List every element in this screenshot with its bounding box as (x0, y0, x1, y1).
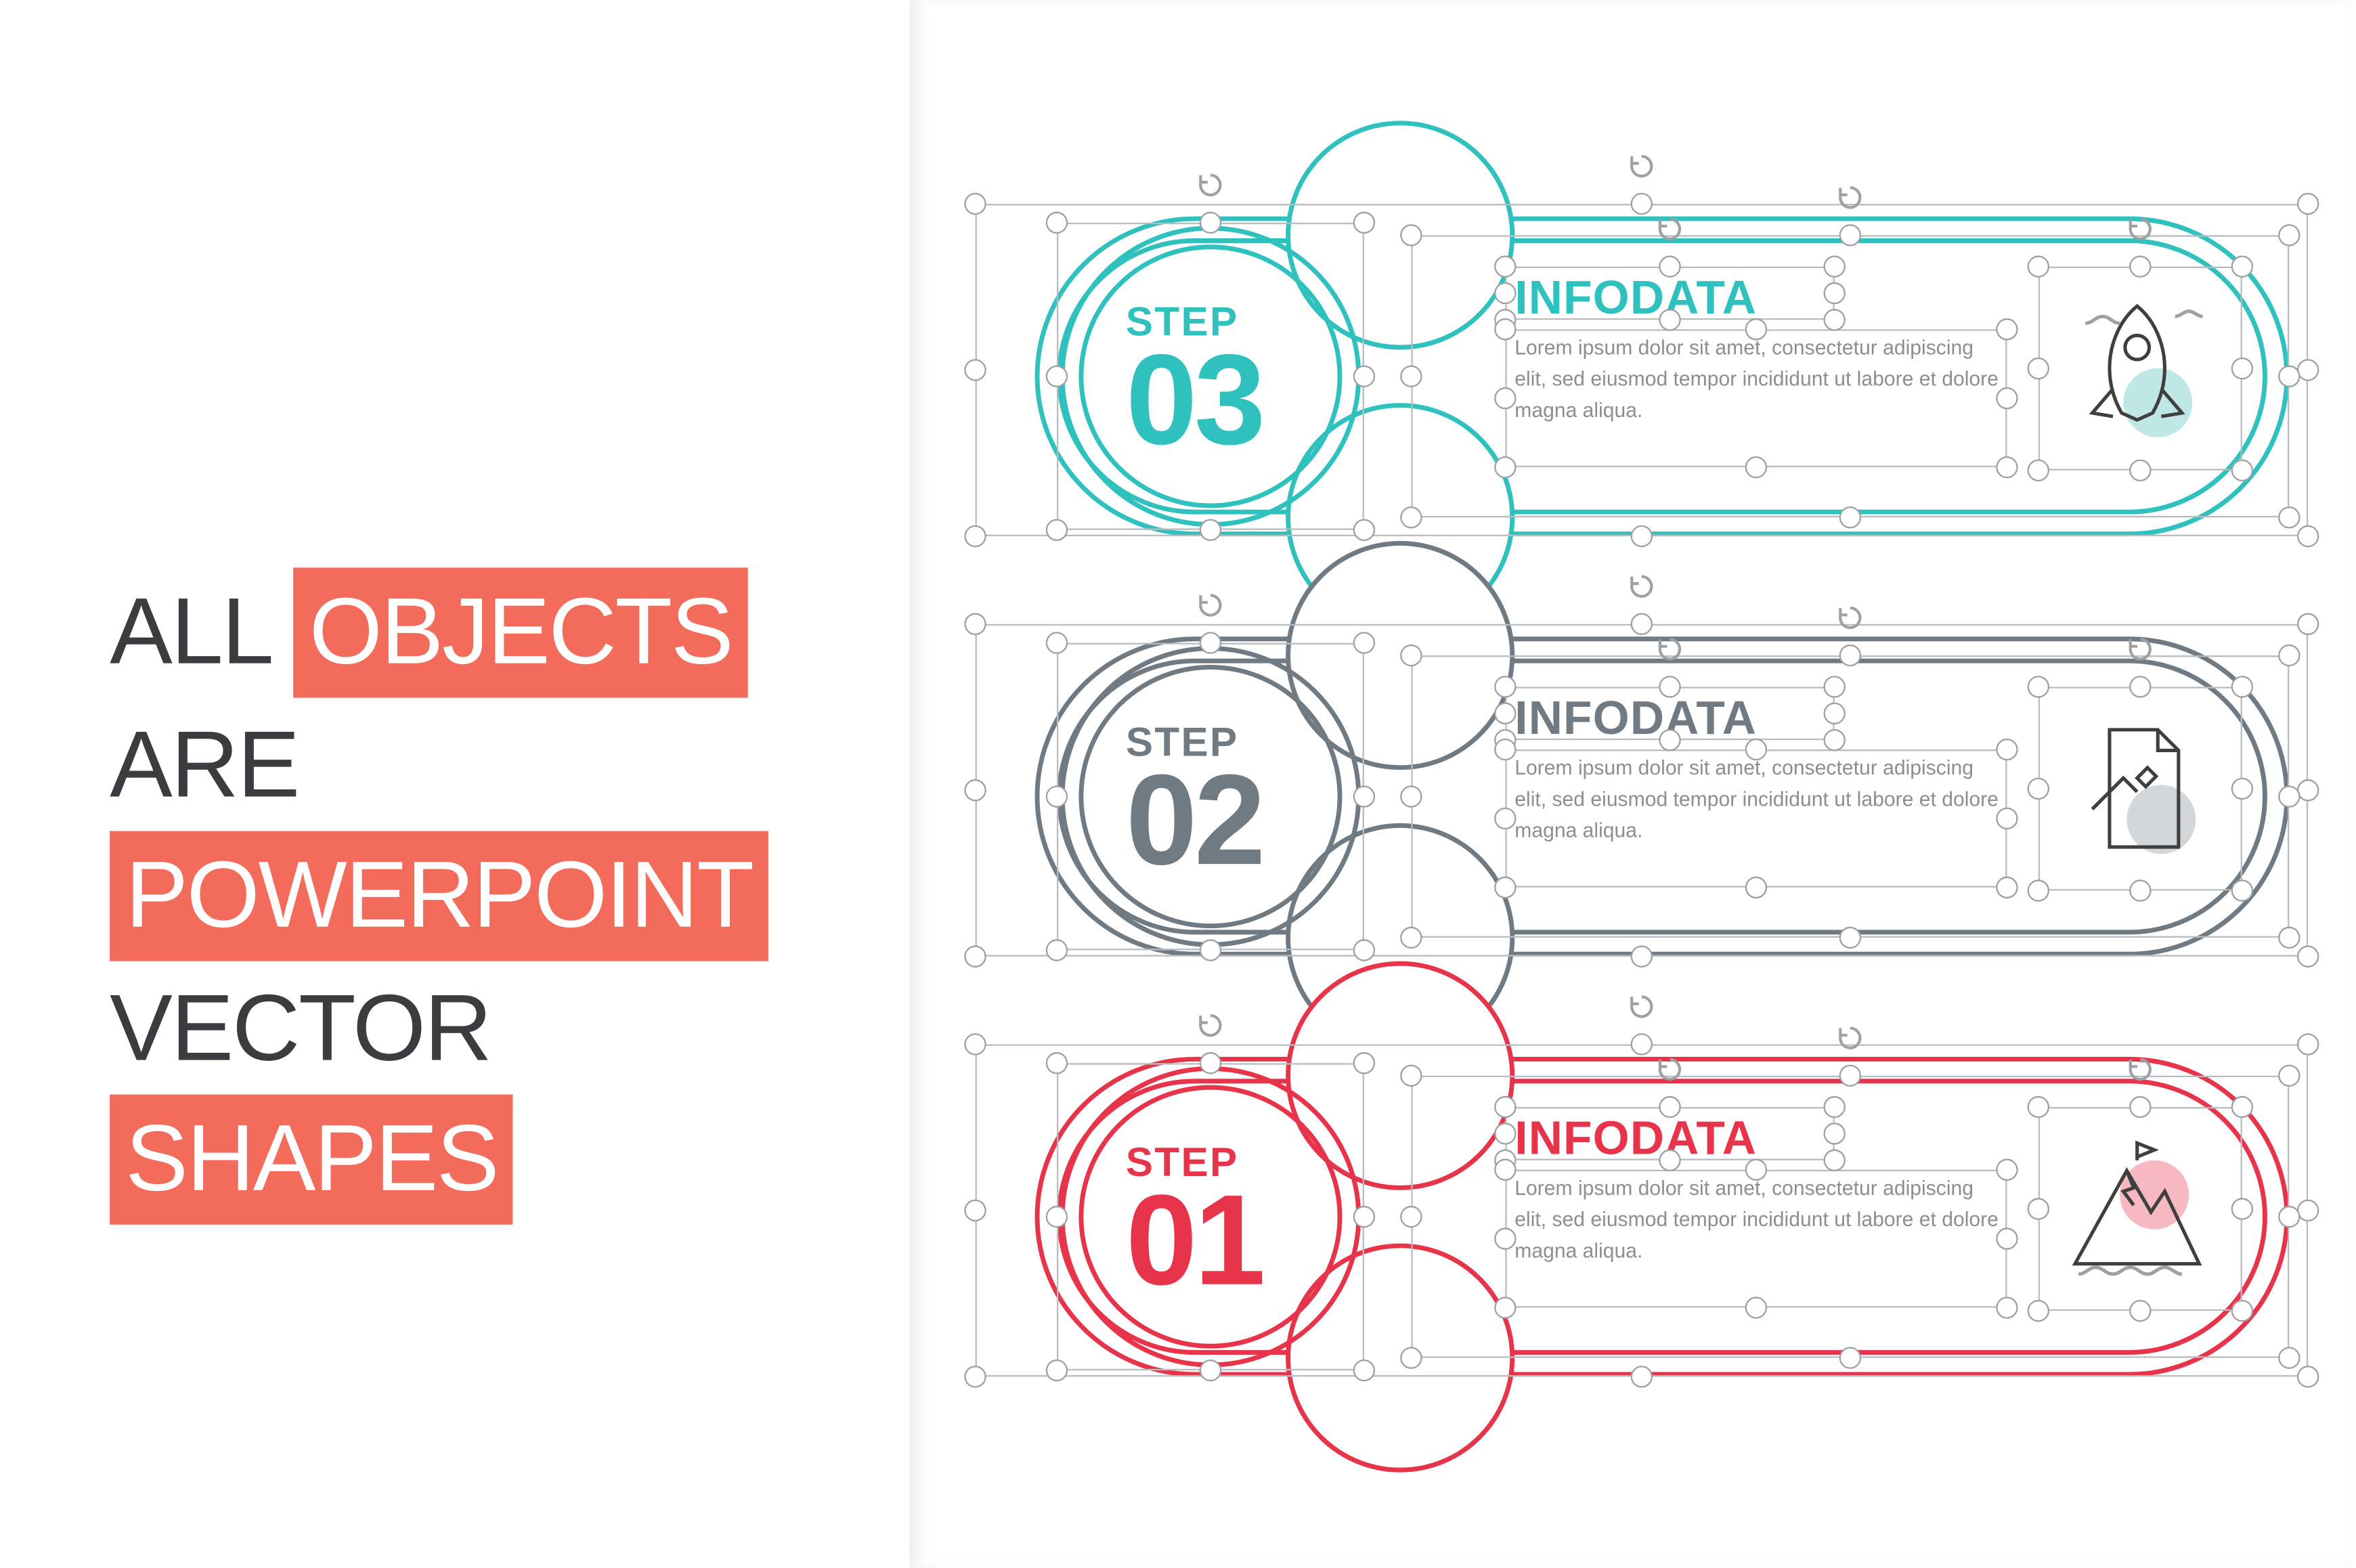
selection-handle[interactable] (964, 613, 986, 635)
selection-handle[interactable] (1046, 212, 1068, 234)
selection-handle[interactable] (2278, 1347, 2300, 1368)
rotation-handle-icon[interactable] (1836, 183, 1864, 212)
step-card[interactable]: STEP01 INFODATA Lorem ipsum dolor sit amet… (1003, 1028, 2289, 1405)
rotation-handle-icon[interactable] (1836, 1024, 1864, 1052)
selection-handle[interactable] (2297, 1200, 2319, 1221)
headline-text: ARE (110, 712, 299, 816)
selection-handle[interactable] (2278, 224, 2300, 246)
selection-handle[interactable] (1046, 939, 1068, 961)
rotation-handle-icon[interactable] (1196, 171, 1225, 199)
headline-highlight: POWERPOINT (110, 831, 768, 961)
left-panel: ALL OBJECTS ARE POWERPOINT VECTOR SHAPES (0, 0, 909, 1568)
info-body[interactable]: Lorem ipsum dolor sit amet, consectetur … (1514, 1173, 2001, 1267)
right-panel: STEP03 INFODATA Lorem ipsum dolor sit amet… (909, 0, 2352, 1568)
info-title[interactable]: INFODATA (1514, 1113, 1757, 1167)
selection-handle[interactable] (2297, 193, 2319, 215)
headline-highlight: OBJECTS (294, 567, 748, 697)
steps-container: STEP03 INFODATA Lorem ipsum dolor sit amet… (1003, 188, 2289, 1449)
selection-handle[interactable] (2297, 613, 2319, 635)
step-card[interactable]: STEP03 INFODATA Lorem ipsum dolor sit amet… (1003, 188, 2289, 565)
headline-highlight: SHAPES (110, 1095, 513, 1225)
step-label[interactable]: STEP02 (1126, 718, 1263, 876)
selection-handle[interactable] (2297, 525, 2319, 547)
rocket-icon[interactable] (2051, 286, 2223, 458)
rotation-handle-icon[interactable] (1196, 591, 1225, 619)
selection-handle[interactable] (1046, 519, 1068, 541)
selection-handle[interactable] (1046, 1359, 1068, 1381)
selection-handle[interactable] (2278, 1065, 2300, 1087)
step-number: 02 (1126, 767, 1263, 876)
info-title[interactable]: INFODATA (1514, 693, 1757, 747)
selection-handle[interactable] (964, 779, 986, 801)
rotation-handle-icon[interactable] (1628, 993, 1656, 1021)
info-title[interactable]: INFODATA (1514, 273, 1757, 326)
step-label[interactable]: STEP03 (1126, 298, 1263, 456)
headline-text: ALL (110, 579, 293, 684)
step-number: 03 (1126, 347, 1263, 456)
selection-handle[interactable] (964, 1033, 986, 1055)
selection-handle[interactable] (1631, 193, 1653, 215)
selection-handle[interactable] (2297, 1366, 2319, 1387)
info-body[interactable]: Lorem ipsum dolor sit amet, consectetur … (1514, 753, 2001, 848)
document-icon[interactable] (2051, 705, 2223, 878)
selection-handle[interactable] (1631, 1033, 1653, 1055)
selection-handle[interactable] (2297, 946, 2319, 967)
info-body[interactable]: Lorem ipsum dolor sit amet, consectetur … (1514, 332, 2001, 427)
selection-handle[interactable] (2297, 1033, 2319, 1055)
headline-text: VECTOR (110, 976, 491, 1081)
rotation-handle-icon[interactable] (1628, 152, 1656, 181)
selection-handle[interactable] (2278, 506, 2300, 528)
rotation-handle-icon[interactable] (1196, 1011, 1225, 1040)
selection-handle[interactable] (2297, 779, 2319, 801)
selection-handle[interactable] (964, 1200, 986, 1221)
rotation-handle-icon[interactable] (1836, 604, 1864, 632)
step-card[interactable]: STEP02 INFODATA Lorem ipsum dolor sit amet… (1003, 609, 2289, 985)
selection-handle[interactable] (1046, 1052, 1068, 1074)
selection-handle[interactable] (964, 359, 986, 380)
headline: ALL OBJECTS ARE POWERPOINT VECTOR SHAPES (110, 565, 815, 1228)
mountain-icon[interactable] (2051, 1126, 2223, 1299)
selection-handle[interactable] (964, 193, 986, 215)
selection-handle[interactable] (1631, 613, 1653, 635)
selection-handle[interactable] (2278, 645, 2300, 666)
selection-handle[interactable] (964, 525, 986, 547)
page-root: ALL OBJECTS ARE POWERPOINT VECTOR SHAPES S… (0, 0, 2352, 1568)
rotation-handle-icon[interactable] (1628, 572, 1656, 601)
step-label[interactable]: STEP01 (1126, 1138, 1263, 1296)
selection-handle[interactable] (1046, 632, 1068, 653)
selection-handle[interactable] (2297, 359, 2319, 380)
selection-handle[interactable] (2278, 927, 2300, 949)
selection-handle[interactable] (964, 1366, 986, 1387)
selection-handle[interactable] (964, 946, 986, 967)
step-number: 01 (1126, 1187, 1263, 1296)
